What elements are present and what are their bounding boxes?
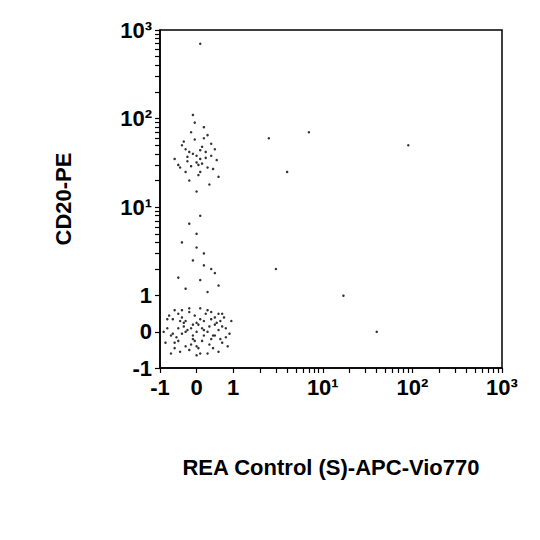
svg-text:10²: 10² (396, 375, 428, 400)
svg-text:-1: -1 (132, 356, 152, 381)
svg-text:1: 1 (140, 283, 152, 308)
svg-text:0: 0 (140, 319, 152, 344)
svg-text:REA Control (S)-APC-Vio770: REA Control (S)-APC-Vio770 (182, 455, 479, 480)
svg-text:1: 1 (227, 375, 239, 400)
svg-text:10³: 10³ (486, 375, 518, 400)
svg-text:10¹: 10¹ (307, 375, 339, 400)
svg-text:10²: 10² (120, 106, 152, 131)
svg-text:CD20-PE: CD20-PE (51, 153, 76, 246)
svg-text:10³: 10³ (120, 18, 152, 43)
svg-text:0: 0 (190, 375, 202, 400)
svg-text:10¹: 10¹ (120, 195, 152, 220)
svg-text:-1: -1 (150, 375, 170, 400)
